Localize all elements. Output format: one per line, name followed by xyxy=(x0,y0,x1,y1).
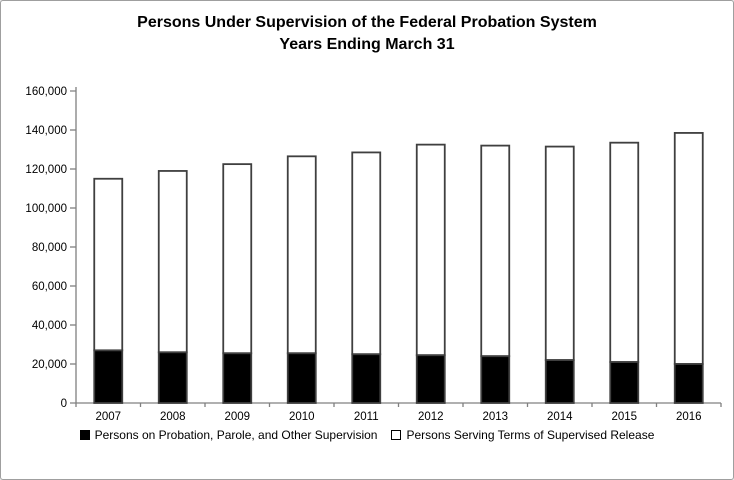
bar-probation-2013 xyxy=(480,355,511,404)
bar-supervised-release-2015 xyxy=(609,141,640,363)
bar-probation-2009 xyxy=(222,352,253,404)
bar-supervised-release-2016 xyxy=(673,132,704,365)
legend-item-probation: Persons on Probation, Parole, and Other … xyxy=(79,428,378,442)
y-tick-label: 40,000 xyxy=(32,320,67,332)
chart-title: Persons Under Supervision of the Federal… xyxy=(1,12,733,56)
y-tick-label: 100,000 xyxy=(25,203,67,215)
y-tick-label: 140,000 xyxy=(25,125,67,137)
bar-supervised-release-2011 xyxy=(351,151,382,356)
y-tick-label: 60,000 xyxy=(32,281,67,293)
x-category-label: 2012 xyxy=(418,411,444,423)
x-category-label: 2010 xyxy=(289,411,315,423)
x-category-label: 2008 xyxy=(160,411,186,423)
x-category-label: 2013 xyxy=(482,411,508,423)
x-category-label: 2009 xyxy=(224,411,250,423)
x-category-label: 2015 xyxy=(611,411,637,423)
chart-title-line2: Years Ending March 31 xyxy=(279,36,455,53)
bar-probation-2010 xyxy=(286,352,317,404)
bar-supervised-release-2007 xyxy=(93,177,124,352)
bar-probation-2007 xyxy=(93,349,124,404)
bar-probation-2011 xyxy=(351,353,382,404)
bar-supervised-release-2012 xyxy=(415,143,446,357)
y-tick-label: 80,000 xyxy=(32,242,67,254)
legend-swatch-probation-icon xyxy=(79,430,90,440)
chart-title-line1: Persons Under Supervision of the Federal… xyxy=(137,14,597,31)
bar-supervised-release-2013 xyxy=(480,144,511,358)
legend-label-supervised-release: Persons Serving Terms of Supervised Rele… xyxy=(406,428,655,442)
bar-supervised-release-2008 xyxy=(157,170,188,354)
y-tick-label: 120,000 xyxy=(25,164,67,176)
legend: Persons on Probation, Parole, and Other … xyxy=(1,428,733,442)
bar-probation-2014 xyxy=(544,359,575,404)
y-tick-label: 20,000 xyxy=(32,359,67,371)
bar-probation-2015 xyxy=(609,361,640,404)
bar-supervised-release-2009 xyxy=(222,163,253,355)
y-tick-label: 160,000 xyxy=(25,86,67,98)
legend-item-supervised-release: Persons Serving Terms of Supervised Rele… xyxy=(391,428,654,442)
bar-supervised-release-2014 xyxy=(544,145,575,361)
y-tick-label: 0 xyxy=(61,398,67,410)
legend-label-probation: Persons on Probation, Parole, and Other … xyxy=(94,428,378,442)
x-category-label: 2014 xyxy=(547,411,573,423)
bar-probation-2016 xyxy=(673,363,704,404)
bar-probation-2008 xyxy=(157,351,188,404)
bar-probation-2012 xyxy=(415,354,446,404)
x-category-label: 2011 xyxy=(354,411,379,423)
bar-supervised-release-2010 xyxy=(286,155,317,355)
legend-swatch-supervised-release-icon xyxy=(391,430,402,440)
x-category-label: 2007 xyxy=(95,411,121,423)
x-category-label: 2016 xyxy=(676,411,702,423)
